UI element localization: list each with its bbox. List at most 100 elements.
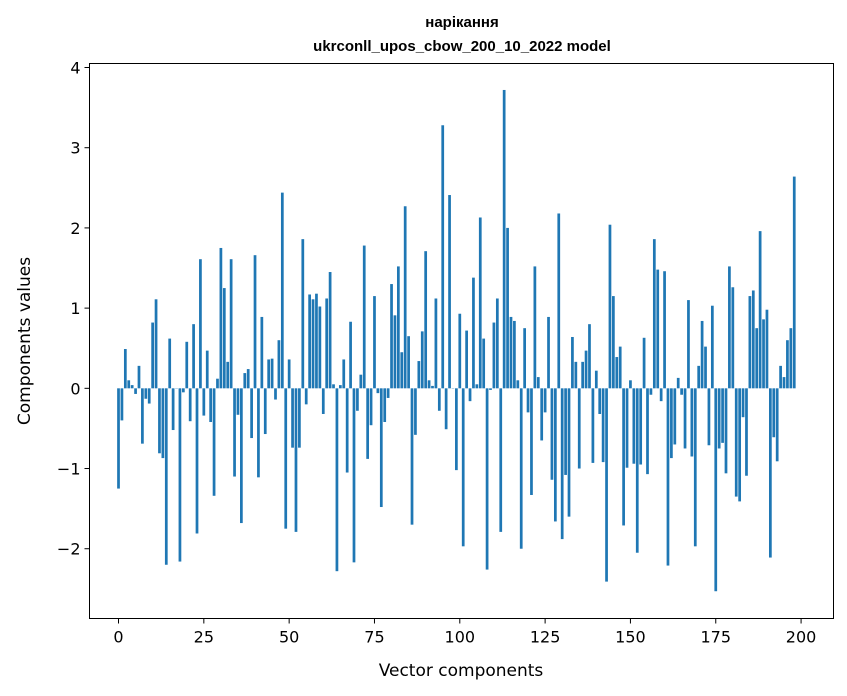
bar <box>356 388 359 411</box>
bar <box>789 328 793 389</box>
bar <box>475 384 479 389</box>
bar <box>390 284 393 389</box>
bar <box>762 319 765 389</box>
bar <box>301 239 305 389</box>
bar <box>403 206 407 389</box>
bar <box>594 370 598 389</box>
bar <box>253 255 257 389</box>
bar <box>171 388 175 431</box>
bar <box>635 388 639 553</box>
bar <box>765 309 769 389</box>
bar <box>482 338 486 389</box>
bar <box>571 336 574 389</box>
bar <box>417 361 421 389</box>
bar <box>130 385 134 389</box>
bar <box>786 340 789 389</box>
bar <box>683 388 687 449</box>
bar <box>373 296 376 389</box>
bar <box>755 328 759 389</box>
bar <box>502 89 506 389</box>
bar <box>144 388 148 399</box>
y-tick-label: 1 <box>70 299 80 318</box>
bar <box>659 388 663 402</box>
bar <box>700 320 704 389</box>
bar <box>707 388 711 446</box>
bar <box>243 373 247 389</box>
bar <box>646 388 649 475</box>
bar <box>379 388 383 508</box>
bar <box>437 388 441 411</box>
bar <box>775 388 779 462</box>
bar <box>274 388 277 400</box>
bar <box>117 388 120 489</box>
bar <box>396 266 400 389</box>
bar <box>704 346 707 389</box>
bar <box>495 298 499 389</box>
bar <box>120 388 124 421</box>
x-tick-label: 25 <box>194 628 214 647</box>
bar <box>492 322 496 389</box>
bar <box>168 338 172 389</box>
bar <box>321 388 325 414</box>
bar <box>311 299 315 389</box>
bar <box>734 388 738 497</box>
y-axis-ticks: −2 −1 0 1 2 3 4 <box>57 59 90 559</box>
bar <box>338 385 342 389</box>
bar <box>123 349 127 389</box>
bar <box>598 388 602 414</box>
bar <box>349 321 352 389</box>
bar <box>328 272 332 389</box>
bar <box>362 245 366 389</box>
bars-group <box>117 89 796 592</box>
bar <box>608 224 612 389</box>
bar <box>465 330 468 389</box>
bar <box>615 357 619 389</box>
bar <box>612 296 615 389</box>
bar <box>768 388 772 558</box>
bar <box>342 359 346 389</box>
bar <box>584 350 588 389</box>
bar <box>530 388 533 495</box>
bar <box>434 298 438 389</box>
bar <box>284 388 288 529</box>
bar <box>591 388 595 463</box>
bar <box>714 388 718 592</box>
bar <box>605 388 608 582</box>
bar <box>618 346 622 389</box>
bar <box>536 377 540 389</box>
y-tick-label: 3 <box>70 139 80 158</box>
bar <box>693 388 697 547</box>
bar <box>199 259 202 389</box>
bar <box>656 269 660 389</box>
x-tick-label: 0 <box>113 628 123 647</box>
bar <box>216 378 219 389</box>
bar <box>185 341 189 389</box>
bar <box>513 320 516 389</box>
bar <box>680 388 683 395</box>
bar <box>444 388 448 430</box>
bar <box>468 388 472 402</box>
y-tick-label: 2 <box>70 219 80 238</box>
bar <box>738 388 742 502</box>
bar <box>383 388 387 423</box>
bar <box>366 388 370 459</box>
bar <box>721 388 724 443</box>
bar <box>202 388 206 416</box>
bar <box>533 266 537 389</box>
bar <box>318 306 322 389</box>
bar <box>697 365 701 389</box>
bar <box>772 388 776 438</box>
bar <box>676 377 680 389</box>
bar <box>751 290 755 389</box>
bar <box>458 313 462 389</box>
x-tick-label: 150 <box>615 628 646 647</box>
bar <box>212 388 216 496</box>
y-tick-label: −2 <box>57 540 81 559</box>
bar <box>560 388 564 540</box>
bar <box>304 388 308 405</box>
bar <box>260 316 264 389</box>
chart-title: нарікання <box>425 14 498 31</box>
bar <box>577 388 581 469</box>
bar <box>137 365 141 389</box>
